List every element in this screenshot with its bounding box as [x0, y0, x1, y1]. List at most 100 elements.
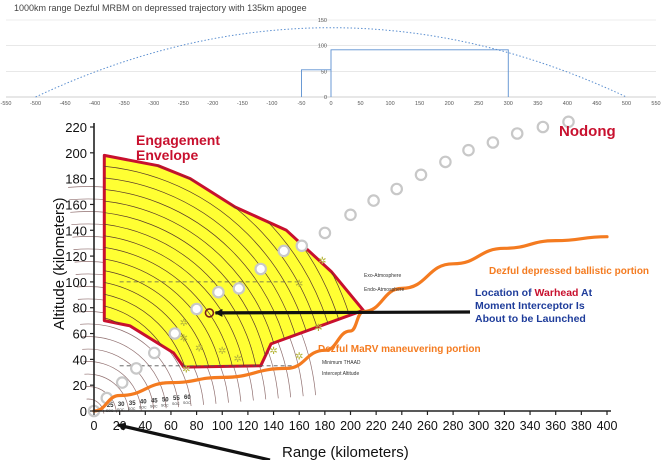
nodong-point: [486, 136, 500, 149]
x-tick-label: 380: [571, 419, 592, 433]
x-tick-label: 60: [164, 419, 178, 433]
contour-ring: [104, 268, 214, 368]
x-tick-label: 100: [212, 419, 233, 433]
contour-ring: [104, 233, 249, 368]
top-x-axis: -550 -500 -450 -400 -350 -300 -250 -200 -150 -100…: [0, 96, 661, 107]
fan-label: 45: [151, 398, 158, 404]
star-marker: ✲: [182, 364, 190, 375]
y-tick-label: 140: [65, 223, 87, 238]
y-tick-label: 100: [65, 275, 87, 290]
top-x-tick-label: -550: [0, 101, 11, 107]
x-axis-label: Range (kilometers): [282, 444, 409, 460]
fan-unit-label: SOC: [139, 406, 147, 410]
nodong-point: [130, 362, 143, 375]
top-series: [35, 27, 627, 98]
star-marker: ✲: [233, 354, 241, 365]
top-reference-lines: [301, 49, 509, 97]
warhead-annotation: Location of Warhead At Moment Intercepto…: [475, 287, 595, 325]
nodong-point: [367, 194, 380, 207]
nodong-point: [212, 285, 225, 299]
x-tick-label: 140: [263, 419, 284, 433]
y-tick-label: 40: [73, 352, 87, 367]
nodong-point: [254, 262, 268, 276]
nodong-point: [439, 155, 452, 169]
y-tick-label: 60: [73, 327, 87, 342]
top-x-tick-label: -200: [207, 101, 218, 107]
y-tick-label: 180: [65, 172, 87, 187]
top-x-tick-label: 350: [533, 101, 542, 107]
x-tick-label: 360: [545, 419, 566, 433]
top-trajectory-line: [35, 27, 627, 98]
top-trajectory-chart: 1000km range Dezful MRBM on depressed tr…: [0, 3, 660, 107]
origin-pointer-arrow: [117, 422, 271, 460]
nodong-point: [115, 376, 129, 389]
star-marker: ✲: [180, 318, 188, 329]
top-x-tick-label: -250: [178, 101, 189, 107]
nodong-point: [148, 346, 161, 360]
nodong-point: [318, 226, 332, 240]
nodong-point: [232, 282, 246, 295]
top-x-tick-label: 450: [592, 101, 601, 107]
top-reference-line: [301, 69, 331, 97]
contour-ring: [104, 256, 226, 368]
star-marker: ✲: [295, 351, 303, 362]
top-x-tick-label: 100: [385, 101, 394, 107]
fan-label: 30: [118, 402, 125, 408]
x-tick-label: 260: [417, 419, 438, 433]
engagement-chart: 25SOC30SOC35SOC40SOC45SOC50SOC55SOC60SOC…: [51, 115, 649, 460]
contour-ring: [104, 302, 180, 368]
y-tick-label: 20: [73, 378, 87, 393]
thaad-minimum-label: Minimum THAAD: [322, 360, 361, 366]
top-x-tick-label: -400: [89, 101, 100, 107]
top-x-tick-label: -150: [237, 101, 248, 107]
star-markers: ✲ ✲ ✲ ✲ ✲ ✲ ✲ ✲ ✲ ✲ ✲: [180, 256, 327, 375]
dezful-ballistic-label: Dezful depressed ballistic portion: [489, 266, 649, 277]
top-x-tick-label: 150: [415, 101, 424, 107]
nodong-point: [414, 168, 428, 182]
fan-unit-label: SOC: [172, 402, 180, 406]
pointer-arrows: [117, 308, 471, 460]
envelope-label: Engagement Envelope: [136, 132, 224, 163]
y-tick-label: 160: [65, 197, 87, 212]
thaad-intercept-label: Intercept Altitude: [322, 371, 359, 377]
star-marker: ✲: [295, 279, 303, 290]
fan-label: 40: [140, 400, 147, 406]
x-tick-label: 80: [190, 419, 204, 433]
dezful-marv-label: Dezful MaRV maneuvering portion: [318, 344, 481, 355]
top-reference-line: [330, 49, 509, 97]
fan-label: 55: [173, 396, 180, 402]
nodong-point: [562, 115, 575, 129]
top-chart-title: 1000km range Dezful MRBM on depressed tr…: [14, 3, 307, 13]
exo-atmosphere-label: Exo-Atmosphere: [364, 273, 401, 279]
y-tick-label: 120: [65, 249, 87, 264]
top-y-tick-label: 150: [318, 18, 327, 24]
x-tick-label: 220: [366, 419, 387, 433]
x-tick-label: 240: [391, 419, 412, 433]
reference-lines: [119, 281, 300, 367]
x-tick-label: 0: [91, 419, 98, 433]
star-marker: ✲: [314, 323, 322, 334]
fan-label: 50: [162, 397, 169, 403]
x-tick-label: 120: [237, 419, 258, 433]
top-x-tick-label: 550: [651, 101, 660, 107]
fan-label: 60: [184, 395, 191, 401]
top-x-tick-label: -500: [30, 101, 41, 107]
star-marker: ✲: [318, 256, 326, 267]
annotations: Engagement Envelope Nodong Exo-Atmospher…: [51, 123, 649, 460]
soc-arc: [80, 323, 180, 408]
nodong-point: [462, 143, 475, 157]
fan-unit-label: SOC: [161, 403, 169, 407]
x-tick-label: 180: [314, 419, 335, 433]
warhead-marker: [204, 308, 215, 318]
top-y-tick-label: 50: [321, 69, 327, 75]
x-tick-label: 200: [340, 419, 361, 433]
endo-atmosphere-label: Endo-Atmosphere: [364, 287, 405, 293]
contour-ring: [104, 222, 260, 368]
top-x-tick-label: 250: [474, 101, 483, 107]
y-tick-label: 200: [65, 146, 87, 161]
top-x-tick-label: -50: [297, 101, 305, 107]
x-tick-label: 320: [494, 419, 515, 433]
nodong-point: [277, 244, 291, 258]
nodong-trajectory: [87, 115, 575, 418]
